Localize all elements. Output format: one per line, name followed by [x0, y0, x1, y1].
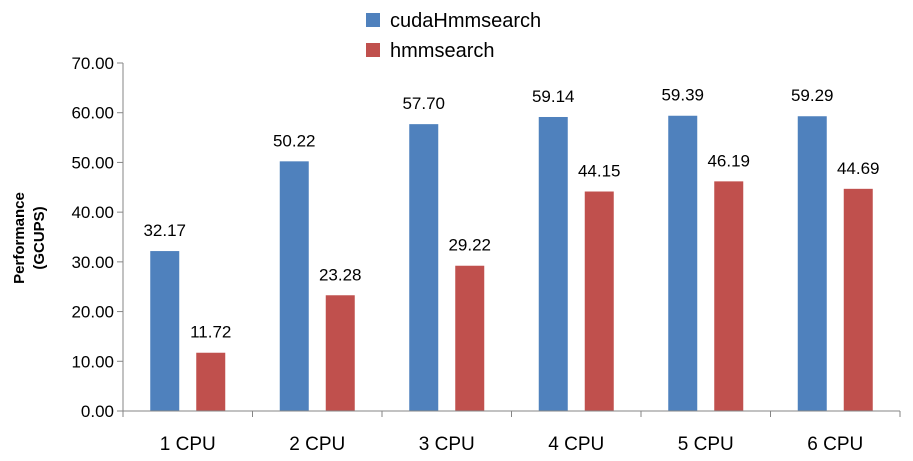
y-axis-title: Performance (GCUPS): [11, 192, 48, 284]
data-label: 59.14: [532, 87, 575, 106]
data-label: 32.17: [143, 221, 186, 240]
data-label: 50.22: [273, 131, 316, 150]
x-tick-label: 6 CPU: [807, 434, 863, 455]
bar-cudaHmmsearch: [409, 124, 439, 412]
legend-swatch: [366, 43, 380, 57]
bar-hmmsearch: [196, 352, 226, 411]
x-tick-label: 3 CPU: [419, 434, 475, 455]
y-tick-label: 70.00: [71, 54, 114, 73]
data-label: 44.15: [578, 162, 621, 181]
x-tick-label: 2 CPU: [289, 434, 345, 455]
y-tick-label: 10.00: [71, 352, 114, 371]
data-label: 59.39: [661, 86, 704, 105]
x-axis: 1 CPU 2 CPU 3 CPU 4 CPU 5 CPU 6 CPU: [122, 410, 901, 455]
y-tick-label: 40.00: [71, 203, 114, 222]
x-tick-label: 1 CPU: [160, 434, 216, 455]
x-tick-label: 4 CPU: [548, 434, 604, 455]
bar-cudaHmmsearch: [668, 115, 698, 411]
y-tick-label: 50.00: [71, 153, 114, 172]
y-axis: 0.00 10.00 20.00 30.00 40.00 50.00 60.00 70.00: [71, 54, 124, 421]
legend-label: hmmsearch: [390, 40, 494, 62]
legend: cudaHmmsearch hmmsearch: [366, 10, 541, 62]
y-axis-title-line-2: (GCUPS): [31, 206, 48, 269]
bar-cudaHmmsearch: [797, 116, 827, 411]
y-tick-label: 20.00: [71, 303, 114, 322]
y-tick-label: 60.00: [71, 104, 114, 123]
bar-hmmsearch: [455, 265, 485, 411]
y-tick-label: 0.00: [81, 402, 114, 421]
bar-cudaHmmsearch: [538, 116, 568, 411]
data-label: 23.28: [319, 265, 362, 284]
data-label: 46.19: [707, 151, 750, 170]
y-axis-title-line-1: Performance: [11, 192, 28, 284]
x-tick-label: 5 CPU: [678, 434, 734, 455]
bars: 32.17 50.22 57.70 59.14 59.39 59.29 11.72 23.28…: [143, 86, 880, 412]
data-label: 59.29: [791, 86, 834, 105]
data-label: 44.69: [837, 159, 880, 178]
bar-hmmsearch: [843, 188, 873, 411]
data-label: 29.22: [448, 236, 491, 255]
data-label: 57.70: [402, 94, 445, 113]
data-label: 11.72: [190, 323, 231, 342]
legend-label: cudaHmmsearch: [390, 10, 541, 32]
bar-cudaHmmsearch: [279, 161, 309, 411]
bar-hmmsearch: [325, 295, 355, 411]
y-tick-label: 30.00: [71, 253, 114, 272]
bar-hmmsearch: [714, 181, 744, 411]
legend-swatch: [366, 13, 380, 27]
bar-cudaHmmsearch: [150, 251, 180, 411]
bar-hmmsearch: [584, 191, 614, 411]
